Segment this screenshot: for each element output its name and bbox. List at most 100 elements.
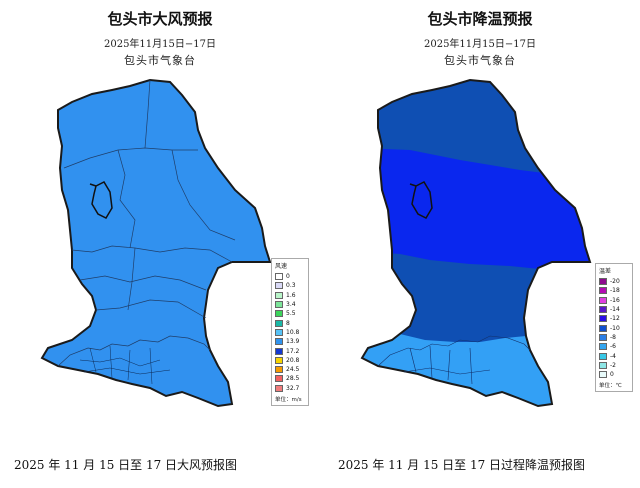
cooling-legend-label: 0 [610,371,614,379]
cooling-legend-label: -18 [610,287,620,295]
cooling-legend: 温差 -20 -18 -16 -14 -12 -10 -8 -6 -4 -2 0 单位：℃ [595,263,633,393]
cooling-map-title: 包头市降温预报 [427,10,533,28]
wind-legend-label: 0.3 [286,282,296,290]
cooling-legend-item: -8 [599,333,630,342]
wind-legend-item: 17.2 [275,346,306,355]
cooling-legend-swatch [599,361,607,369]
wind-date-range: 2025年11月15日−17日 [103,39,216,50]
cooling-region-outline [360,78,592,408]
cooling-legend-item: -20 [599,277,630,286]
wind-caption: 2025 年 11 月 15 日至 17 日大风预报图 [14,458,238,472]
wind-south-detail [57,335,211,367]
cooling-district-lines [377,335,531,385]
wind-map [40,78,272,408]
wind-legend-item: 32.7 [275,384,306,393]
wind-lake-outline [89,181,113,219]
cooling-legend-title: 温差 [599,268,612,275]
cooling-legend-label: -10 [610,324,620,332]
wind-legend-item: 8 [275,318,306,327]
wind-legend-swatch [275,310,283,318]
cooling-legend-swatch [599,352,607,360]
wind-legend-rows: 0 0.3 1.6 3.4 5.5 8 10.8 13.9 17.2 20.8 24.5 28.5 32… [275,272,306,393]
wind-legend-item: 24.5 [275,365,306,374]
cooling-legend-swatch [599,371,607,379]
cooling-legend-swatch [599,324,607,332]
wind-legend-label: 0 [286,273,290,281]
wind-legend-label: 8 [286,319,290,327]
wind-legend-label: 10.8 [286,328,300,336]
wind-legend-title: 风速 [275,263,288,270]
wind-legend-swatch [275,273,283,281]
wind-legend-swatch [275,366,283,374]
cooling-legend-label: -2 [610,361,616,369]
cooling-legend-label: -16 [610,296,620,304]
wind-legend-item: 13.9 [275,337,306,346]
wind-legend-swatch [275,384,283,392]
wind-legend-item: 20.8 [275,356,306,365]
wind-district-lines [63,79,236,319]
wind-legend-item: 3.4 [275,300,306,309]
cooling-legend-item: -14 [599,305,630,314]
wind-legend-swatch [275,301,283,309]
cooling-legend-swatch [599,287,607,295]
cooling-legend-swatch [599,333,607,341]
wind-legend-item: 5.5 [275,309,306,318]
cooling-zones [362,80,590,406]
cooling-legend-unit: 单位：℃ [599,383,622,390]
wind-legend-label: 17.2 [286,347,300,355]
wind-urban-roads [79,345,171,385]
cooling-legend-item: -6 [599,342,630,351]
cooling-legend-rows: -20 -18 -16 -14 -12 -10 -8 -6 -4 -2 0 [599,277,630,379]
cooling-legend-label: -12 [610,315,620,323]
wind-legend-swatch [275,319,283,327]
wind-legend-label: 5.5 [286,310,296,318]
cooling-legend-swatch [599,306,607,314]
wind-legend-swatch [275,282,283,290]
wind-legend-item: 28.5 [275,374,306,383]
wind-legend-item: 1.6 [275,291,306,300]
cooling-legend-item: -4 [599,351,630,360]
cooling-zone-core [362,148,590,276]
wind-legend-unit: 单位：m/s [275,396,302,403]
cooling-legend-item: -2 [599,361,630,370]
wind-legend: 风速 0 0.3 1.6 3.4 5.5 8 10.8 13.9 17.2 20.8 24.5 28.… [271,258,309,406]
cooling-legend-item: -12 [599,314,630,323]
cooling-legend-swatch [599,343,607,351]
cooling-lake-outline [409,181,433,219]
wind-legend-item: 0.3 [275,281,306,290]
cooling-legend-item: -16 [599,296,630,305]
wind-legend-label: 1.6 [286,291,296,299]
cooling-legend-item: 0 [599,370,630,379]
cooling-map [360,78,592,408]
cooling-source: 包头市气象台 [444,54,516,67]
cooling-legend-label: -8 [610,333,616,341]
cooling-legend-label: -20 [610,278,620,286]
wind-map-title: 包头市大风预报 [107,10,213,28]
wind-legend-label: 28.5 [286,375,300,383]
cooling-legend-item: -10 [599,323,630,332]
cooling-legend-item: -18 [599,286,630,295]
wind-legend-swatch [275,347,283,355]
cooling-forecast-panel: 包头市降温预报 2025年11月15日−17日 包头市气象台 温差 -20 -18… [320,0,640,472]
cooling-legend-swatch [599,315,607,323]
wind-legend-label: 20.8 [286,356,300,364]
wind-legend-label: 3.4 [286,301,296,309]
wind-legend-label: 32.7 [286,384,300,392]
cooling-legend-label: -6 [610,343,616,351]
wind-legend-swatch [275,328,283,336]
cooling-date-range: 2025年11月15日−17日 [423,39,536,50]
wind-legend-item: 0 [275,272,306,281]
cooling-legend-label: -14 [610,306,620,314]
wind-legend-item: 10.8 [275,328,306,337]
cooling-legend-label: -4 [610,352,616,360]
wind-region-fill [40,78,272,408]
wind-legend-swatch [275,338,283,346]
wind-forecast-panel: 包头市大风预报 2025年11月15日−17日 包头市气象台 风速 0 0.3 1.… [0,0,320,472]
cooling-legend-swatch [599,278,607,286]
wind-legend-swatch [275,291,283,299]
cooling-legend-swatch [599,296,607,304]
wind-legend-label: 24.5 [286,366,300,374]
wind-source: 包头市气象台 [124,54,196,67]
cooling-caption: 2025 年 11 月 15 日至 17 日过程降温预报图 [338,458,586,472]
wind-legend-label: 13.9 [286,338,300,346]
